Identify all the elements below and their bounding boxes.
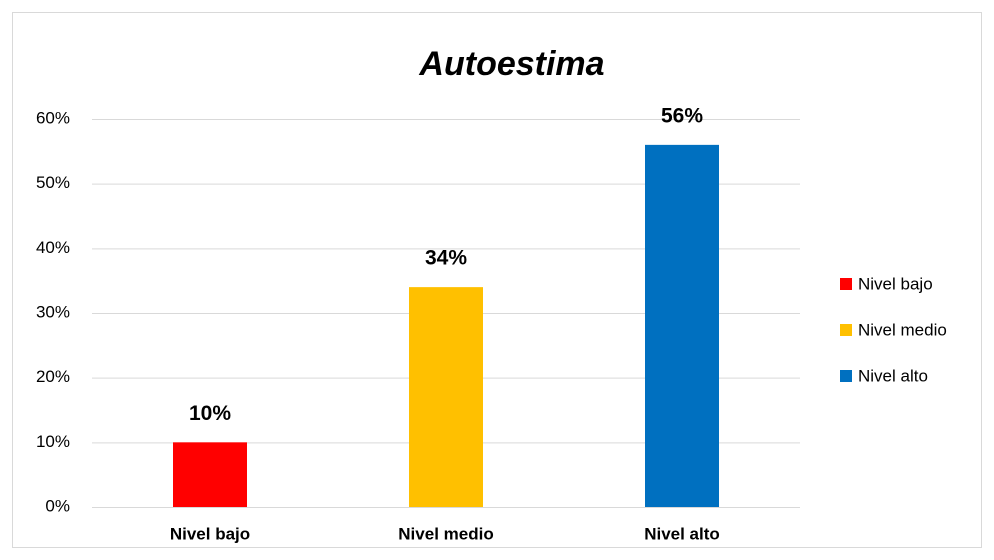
chart-border (12, 12, 982, 548)
y-tick-label: 40% (36, 238, 70, 257)
y-tick-label: 50% (36, 173, 70, 192)
bar (409, 287, 483, 507)
legend-label: Nivel medio (858, 320, 947, 339)
legend-swatch (840, 278, 852, 290)
x-tick-label: Nivel bajo (170, 524, 250, 543)
x-tick-label: Nivel medio (398, 524, 493, 543)
legend-label: Nivel alto (858, 366, 928, 385)
x-tick-label: Nivel alto (644, 524, 720, 543)
data-label: 56% (661, 104, 703, 127)
bar (645, 144, 719, 507)
bar (173, 442, 247, 507)
y-tick-label: 30% (36, 302, 70, 321)
legend-swatch (840, 324, 852, 336)
y-tick-label: 20% (36, 367, 70, 386)
data-label: 10% (189, 402, 231, 425)
y-tick-label: 60% (36, 108, 70, 127)
chart-title: Autoestima (418, 45, 604, 83)
data-label: 34% (425, 247, 467, 270)
y-tick-label: 10% (36, 432, 70, 451)
legend-swatch (840, 370, 852, 382)
legend-label: Nivel bajo (858, 274, 933, 293)
y-tick-label: 0% (45, 496, 70, 515)
